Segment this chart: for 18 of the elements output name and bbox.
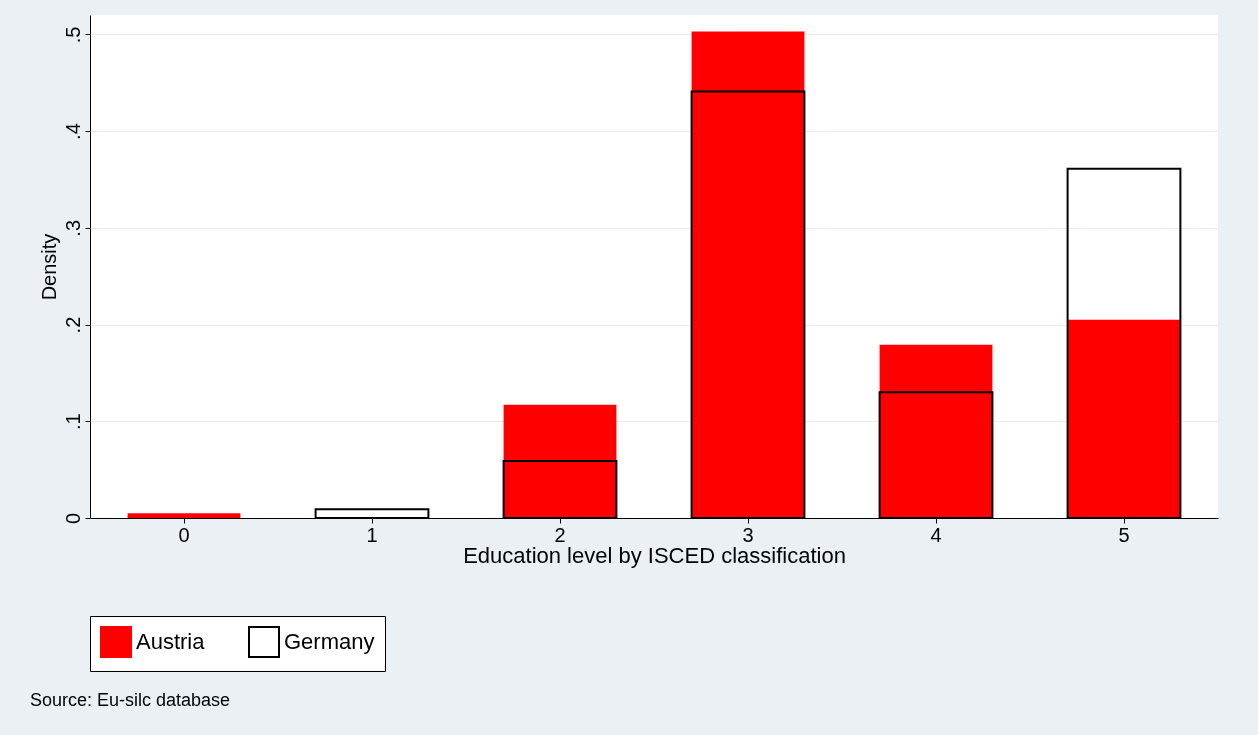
source-note: Source: Eu-silc database xyxy=(30,689,231,710)
x-tick-label: 0 xyxy=(178,523,190,546)
y-tick-label: .5 xyxy=(61,26,84,44)
bar xyxy=(503,404,617,519)
x-tick-label: 1 xyxy=(366,523,378,546)
y-tick-label: .3 xyxy=(61,219,84,237)
legend-label: Austria xyxy=(136,629,206,654)
bar xyxy=(1067,319,1181,519)
bar xyxy=(879,344,993,519)
bar xyxy=(127,513,241,519)
y-axis-title: Density xyxy=(37,233,60,301)
y-tick-label: .1 xyxy=(61,413,84,431)
y-tick-label: 0 xyxy=(61,512,84,525)
x-tick-label: 5 xyxy=(1118,523,1130,546)
x-tick-label: 4 xyxy=(930,523,942,546)
y-tick-label: .4 xyxy=(61,123,84,140)
legend-label: Germany xyxy=(284,629,375,654)
y-tick-label: .2 xyxy=(61,316,84,334)
